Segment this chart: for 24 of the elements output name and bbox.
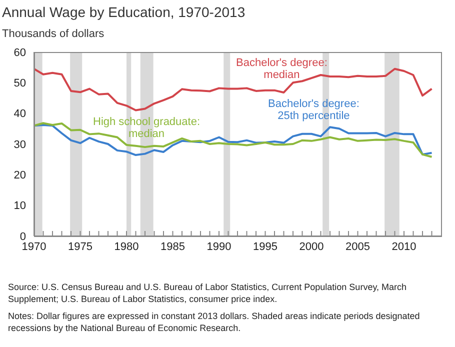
line-series	[34, 68, 433, 112]
x-tick-label: 1970	[22, 240, 46, 253]
x-tick-label: 2010	[392, 240, 416, 253]
x-tick-label: 1975	[68, 240, 92, 253]
y-tick-label: 40	[14, 108, 26, 120]
x-tick-label: 1985	[160, 240, 185, 253]
chart-title: Annual Wage by Education, 1970-2013	[2, 4, 246, 20]
source-note: Source: U.S. Census Bureau and U.S. Bureau of Labor Statistics, Current Population Survey, March Supplement; U.S. Bureau of Labor Statistics, consumer price index.	[8, 281, 408, 305]
series-label: Bachelor's degree: median	[236, 57, 328, 81]
text: Notes: Dollar figures are expressed in constant 2013 dollars. Shaded areas indicate periods designated recessions by the National Bureau of Economic Research.	[8, 310, 421, 334]
x-tick-label: 1995	[253, 240, 278, 253]
x-tick-label: 2000	[299, 240, 324, 253]
y-axis-title: Thousands of dollars	[2, 28, 104, 40]
x-tick-label: 1980	[114, 240, 139, 253]
y-tick-label: 30	[14, 138, 26, 151]
series-label: Bachelor's degree: 25th percentile	[268, 98, 360, 122]
x-tick-label: 1990	[206, 240, 232, 253]
y-tick-label: 0	[20, 230, 26, 243]
y-tick-label: 20	[14, 170, 26, 182]
y-tick-label: 50	[14, 78, 26, 90]
series-label: High school graduate: median	[93, 116, 200, 140]
y-tick-label: 10	[14, 200, 26, 212]
x-tick-label: 2005	[346, 240, 370, 253]
y-tick-label: 60	[14, 46, 26, 59]
